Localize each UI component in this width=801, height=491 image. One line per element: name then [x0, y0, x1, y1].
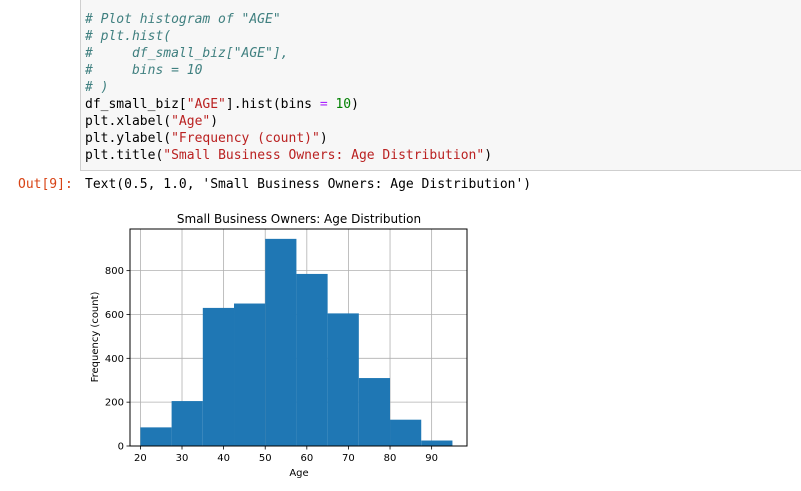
code-line: df_small_biz["AGE"].hist(bins = 10)	[85, 96, 359, 113]
code-token: "Frequency (count)"	[171, 131, 320, 146]
code-token: )	[484, 148, 493, 163]
x-tick-label: 70	[342, 453, 355, 464]
code-token: # Plot histogram of "AGE"	[85, 12, 281, 27]
x-tick-label: 20	[134, 453, 147, 464]
code-line: # df_small_biz["AGE"],	[85, 45, 289, 62]
code-cell-input[interactable]	[80, 0, 801, 171]
code-token: )	[210, 114, 219, 129]
code-token: )	[351, 97, 359, 112]
code-token: )	[319, 131, 328, 146]
code-token: # bins = 10	[85, 63, 203, 78]
chart-title: Small Business Owners: Age Distribution	[177, 212, 421, 226]
code-token: plt.title(	[85, 148, 164, 163]
output-text: Text(0.5, 1.0, 'Small Business Owners: A…	[85, 177, 532, 192]
y-axis-label: Frequency (count)	[90, 291, 101, 382]
code-token: "AGE"	[186, 97, 226, 112]
code-token: plt.ylabel(	[85, 131, 172, 146]
code-token: # plt.hist(	[85, 29, 172, 44]
code-token: "Small Business Owners: Age Distribution…	[163, 148, 485, 163]
y-tick-label: 0	[118, 442, 124, 453]
histogram-bar	[234, 303, 266, 446]
code-token: =	[319, 97, 328, 112]
code-line: # plt.hist(	[85, 28, 171, 45]
code-token: plt.xlabel(	[85, 114, 172, 129]
histogram-bar	[327, 313, 359, 446]
x-tick-label: 30	[176, 453, 189, 464]
y-tick-label: 400	[105, 354, 124, 365]
histogram-bar	[296, 273, 328, 446]
output-prompt: Out[9]:	[18, 177, 73, 192]
x-tick-label: 80	[384, 453, 397, 464]
code-line: # )	[85, 79, 108, 96]
histogram-bars	[140, 238, 453, 446]
x-axis-label: Age	[289, 468, 308, 479]
histogram-bar	[421, 440, 453, 446]
histogram-bar	[390, 419, 422, 446]
plot-frame	[129, 228, 468, 447]
code-token: df_small_biz[	[85, 97, 187, 112]
histogram-bar	[265, 238, 297, 446]
histogram-bar	[358, 378, 391, 446]
code-line: # Plot histogram of "AGE"	[85, 11, 281, 28]
x-axis-ticks: 20 30 40 50 60 70 80 90	[134, 446, 438, 464]
y-tick-label: 600	[105, 310, 124, 321]
code-line: plt.ylabel("Frequency (count)")	[85, 130, 328, 147]
x-tick-label: 40	[217, 453, 230, 464]
code-token: "Age"	[171, 114, 211, 129]
x-tick-label: 60	[300, 453, 313, 464]
x-tick-label: 90	[425, 453, 438, 464]
y-axis-ticks: 0 200 400 600 800	[105, 266, 130, 453]
y-tick-label: 200	[105, 398, 124, 409]
code-line: plt.title("Small Business Owners: Age Di…	[85, 147, 492, 164]
code-token: # df_small_biz["AGE"],	[85, 46, 289, 61]
histogram-bar	[140, 427, 172, 446]
code-token: # )	[85, 80, 109, 95]
code-token: ].hist(bins	[225, 97, 320, 112]
code-line: # bins = 10	[85, 62, 202, 79]
x-tick-label: 50	[259, 453, 272, 464]
code-token: 10	[335, 97, 352, 112]
histogram-bar	[202, 307, 235, 446]
y-tick-label: 800	[105, 266, 124, 277]
code-line: plt.xlabel("Age")	[85, 113, 218, 130]
histogram-bar	[171, 401, 203, 446]
